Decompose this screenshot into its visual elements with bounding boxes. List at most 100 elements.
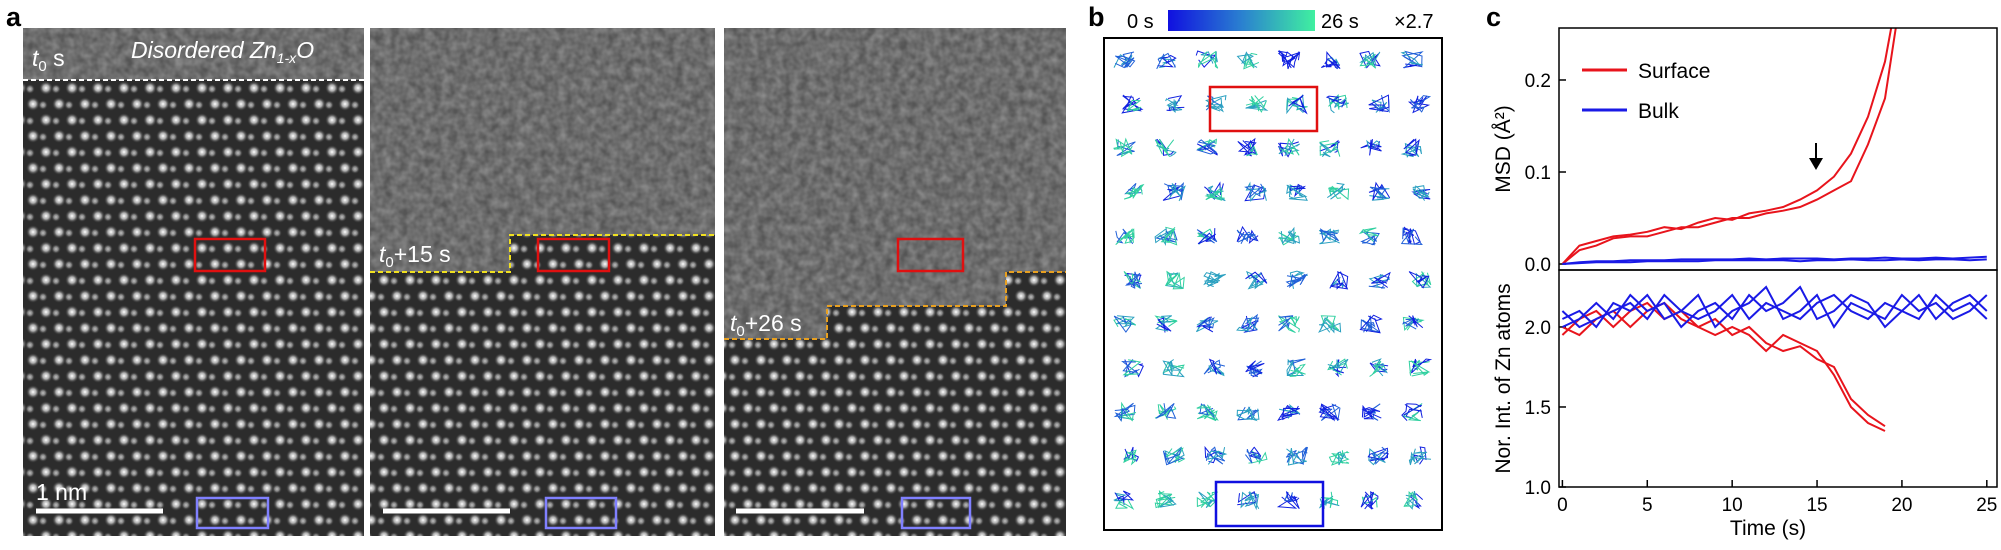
trajectory bbox=[1369, 188, 1390, 201]
trajectory bbox=[1159, 404, 1177, 420]
trajectory bbox=[1368, 181, 1391, 201]
pre: Disordered Zn bbox=[131, 37, 277, 63]
x-tick-label: 10 bbox=[1722, 495, 1743, 516]
trajectory bbox=[1196, 406, 1218, 420]
trajectory bbox=[1408, 451, 1428, 465]
trajectory bbox=[1371, 94, 1390, 114]
y-tick-label: 1.5 bbox=[1525, 398, 1551, 419]
trajectory bbox=[1166, 271, 1185, 290]
trajectory bbox=[1196, 228, 1213, 245]
sub: 1-x bbox=[277, 50, 297, 66]
trajectory bbox=[1360, 230, 1378, 246]
rest: +26 s bbox=[745, 310, 802, 336]
rest: s bbox=[47, 45, 65, 71]
trajectory bbox=[1318, 140, 1341, 157]
series-line bbox=[1561, 301, 1886, 428]
trajectory bbox=[1114, 407, 1131, 423]
x-axis-label: Time (s) bbox=[1730, 517, 1806, 540]
trajectory bbox=[1289, 363, 1306, 377]
trajectory bbox=[1124, 182, 1143, 195]
trajectory bbox=[1162, 447, 1184, 466]
trajectory bbox=[1280, 407, 1300, 421]
trajectory bbox=[1400, 51, 1423, 66]
phase-label: Disordered Zn1-xO bbox=[131, 37, 314, 66]
highlight bbox=[1214, 480, 1325, 528]
trajectory bbox=[1371, 271, 1391, 288]
trajectory bbox=[1205, 95, 1227, 113]
trajectory bbox=[1203, 359, 1226, 375]
trajectory bbox=[1162, 360, 1174, 376]
x-tick-label: 20 bbox=[1891, 495, 1912, 516]
trajectory bbox=[1240, 313, 1260, 332]
trajectory bbox=[1116, 315, 1135, 328]
trajectory bbox=[1156, 52, 1177, 70]
trajectory bbox=[1236, 406, 1260, 420]
trajectory bbox=[1168, 183, 1186, 202]
trajectory bbox=[1159, 494, 1177, 508]
trajectory bbox=[1236, 316, 1258, 333]
trajectory bbox=[1244, 183, 1263, 199]
trajectory bbox=[1369, 446, 1389, 465]
trajectory bbox=[1115, 498, 1135, 510]
trajectory bbox=[1206, 185, 1226, 202]
trajectory bbox=[1245, 271, 1268, 284]
trajectory bbox=[1122, 359, 1142, 377]
trajectory bbox=[1154, 315, 1172, 332]
trajectory bbox=[1285, 491, 1300, 510]
rest: +15 s bbox=[394, 241, 451, 267]
time-label: t0+26 s bbox=[730, 310, 802, 340]
trajectory bbox=[1166, 95, 1185, 112]
frame bbox=[1103, 37, 1443, 531]
trajectory bbox=[1286, 184, 1308, 201]
trajectory bbox=[1409, 448, 1432, 466]
trajectory bbox=[1278, 315, 1300, 334]
trajectory bbox=[1401, 403, 1422, 421]
series-line bbox=[1561, 28, 1893, 265]
trajectory bbox=[1245, 181, 1268, 202]
y-tick-label: 2.0 bbox=[1525, 318, 1551, 339]
trajectory bbox=[1412, 185, 1430, 199]
trajectory bbox=[1248, 446, 1262, 460]
trajectory bbox=[1124, 271, 1143, 289]
colorbar-max: 26 s bbox=[1321, 11, 1359, 33]
trajectory bbox=[1113, 315, 1132, 333]
panel-label: a bbox=[6, 2, 22, 32]
colorbar bbox=[1168, 10, 1315, 31]
trajectory-map bbox=[1112, 49, 1433, 511]
x-tick-label: 15 bbox=[1806, 495, 1827, 516]
trajectory bbox=[1160, 226, 1178, 246]
trajectory bbox=[1165, 270, 1179, 287]
highlight bbox=[1208, 85, 1319, 133]
micrograph bbox=[370, 28, 715, 536]
x-tick-label: 5 bbox=[1642, 495, 1653, 516]
trajectory bbox=[1237, 137, 1257, 156]
trajectory bbox=[1113, 138, 1132, 150]
trajectory bbox=[1204, 445, 1224, 464]
trajectory bbox=[1208, 358, 1222, 375]
trajectory bbox=[1198, 491, 1217, 509]
trajectory bbox=[1120, 228, 1135, 243]
trajectory bbox=[1196, 143, 1218, 156]
trajectory bbox=[1400, 142, 1420, 158]
trajectory bbox=[1154, 138, 1175, 158]
trajectory bbox=[1328, 96, 1349, 114]
trajectory bbox=[1278, 137, 1300, 156]
trajectory bbox=[1411, 271, 1432, 288]
trajectory bbox=[1285, 449, 1308, 463]
trajectory bbox=[1248, 450, 1268, 465]
time-label: t0+15 s bbox=[379, 241, 451, 271]
trajectory bbox=[1361, 407, 1382, 419]
trajectory bbox=[1361, 404, 1374, 420]
panel-label: c bbox=[1486, 2, 1501, 32]
trajectory bbox=[1240, 491, 1260, 510]
trajectory bbox=[1197, 50, 1219, 69]
colorbar-min: 0 s bbox=[1127, 11, 1154, 33]
trajectory bbox=[1403, 138, 1420, 156]
trajectory bbox=[1119, 137, 1133, 158]
trajectory bbox=[1277, 50, 1301, 64]
trajectory bbox=[1196, 404, 1219, 422]
scale-bar-label: 1 nm bbox=[36, 479, 87, 505]
trajectory bbox=[1405, 490, 1418, 510]
trajectory bbox=[1288, 273, 1308, 289]
trajectory bbox=[1319, 139, 1340, 153]
